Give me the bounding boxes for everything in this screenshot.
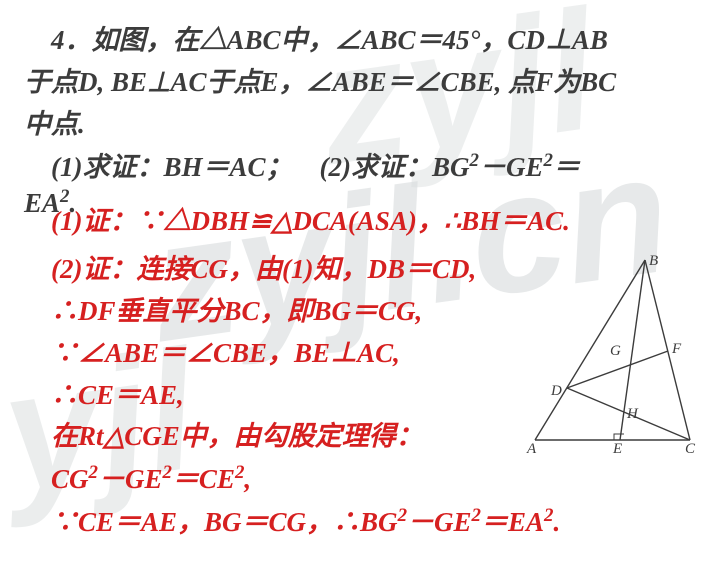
- problem-line-3: 中点.: [24, 104, 696, 146]
- proof-line-7: CG2－GE2＝CE2,: [24, 458, 696, 501]
- svg-text:C: C: [685, 441, 696, 455]
- svg-text:G: G: [610, 343, 621, 359]
- svg-text:H: H: [626, 406, 639, 422]
- svg-text:F: F: [671, 341, 682, 357]
- svg-text:E: E: [612, 441, 622, 455]
- proof-line-1: (1)证：∵△DBH≌△DCA(ASA)，∴BH＝AC.: [24, 201, 696, 243]
- svg-text:A: A: [526, 441, 537, 455]
- proof-line-8: ∵CE＝AE，BG＝CG，∴BG2－GE2＝EA2.: [24, 501, 696, 544]
- geometry-diagram: A B C D E F G H: [525, 255, 700, 455]
- problem-line-2: 于点D, BE⊥AC于点E，∠ABE＝∠CBE, 点F为BC: [24, 62, 696, 104]
- svg-text:D: D: [550, 383, 562, 399]
- svg-text:B: B: [649, 255, 658, 269]
- problem-line-1: 4．如图，在△ABC中，∠ABC＝45°，CD⊥AB: [24, 20, 696, 62]
